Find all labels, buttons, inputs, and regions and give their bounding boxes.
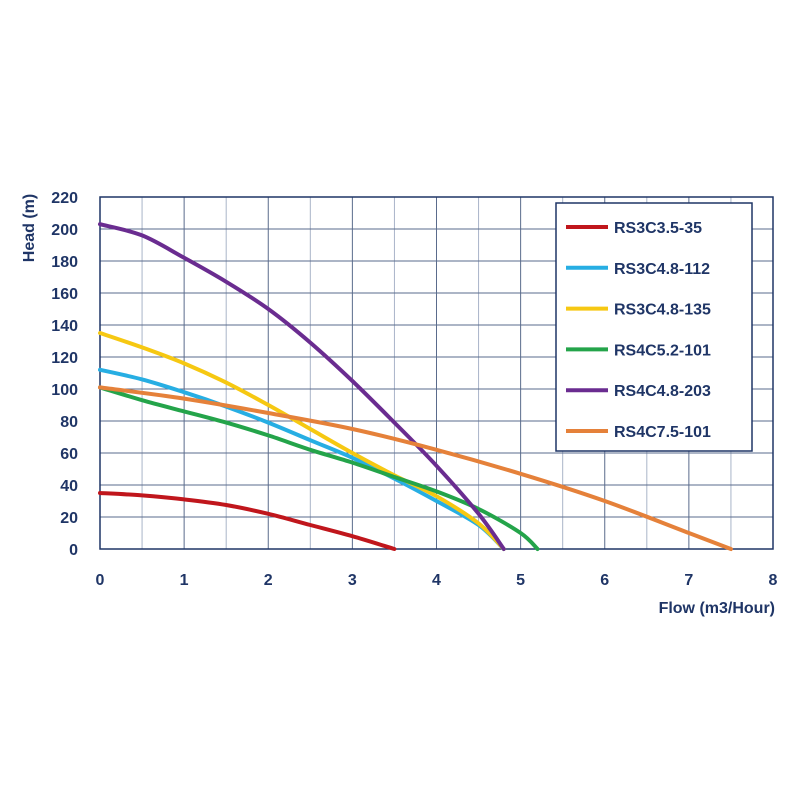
legend-label: RS3C4.8-135 [614,302,711,319]
y-axis-title: Head (m) [21,194,38,262]
series-line-2 [98,367,506,551]
y-tick-label: 80 [60,414,78,431]
series-line-4 [98,385,540,551]
legend-box [555,202,753,452]
legend-label: RS3C4.8-112 [614,261,710,278]
x-tick-label: 8 [769,572,778,589]
y-tick-label: 20 [60,510,78,527]
series-line-1 [98,491,397,551]
x-tick-label: 7 [684,572,693,589]
series-line-3 [98,331,506,551]
y-tick-label: 160 [51,286,78,303]
plot-frame [99,196,774,550]
y-tick-label: 100 [51,382,78,399]
x-tick-label: 4 [432,572,441,589]
legend-label: RS4C4.8-203 [614,383,711,400]
legend-label: RS3C3.5-35 [614,220,702,237]
x-tick-label: 1 [180,572,189,589]
y-tick-label: 0 [69,542,78,559]
y-tick-label: 60 [60,446,78,463]
series-lines [98,222,733,551]
x-tick-label: 6 [600,572,609,589]
series-line-6 [98,385,733,551]
legend-label: RS4C5.2-101 [614,342,711,359]
legend-label: RS4C7.5-101 [614,424,711,441]
x-tick-label: 0 [96,572,105,589]
x-tick-label: 5 [516,572,525,589]
x-tick-label: 2 [264,572,273,589]
y-tick-label: 140 [51,318,78,335]
y-tick-label: 180 [51,254,78,271]
y-tick-label: 120 [51,350,78,367]
y-tick-label: 200 [51,222,78,239]
y-tick-label: 40 [60,478,78,495]
y-tick-label: 220 [51,190,78,207]
x-axis-title: Flow (m3/Hour) [659,600,775,617]
x-tick-label: 3 [348,572,357,589]
series-line-5 [98,222,506,551]
legend: RS3C3.5-35 RS3C4.8-112 RS3C4.8-135 RS4C5.2-… [555,202,753,452]
